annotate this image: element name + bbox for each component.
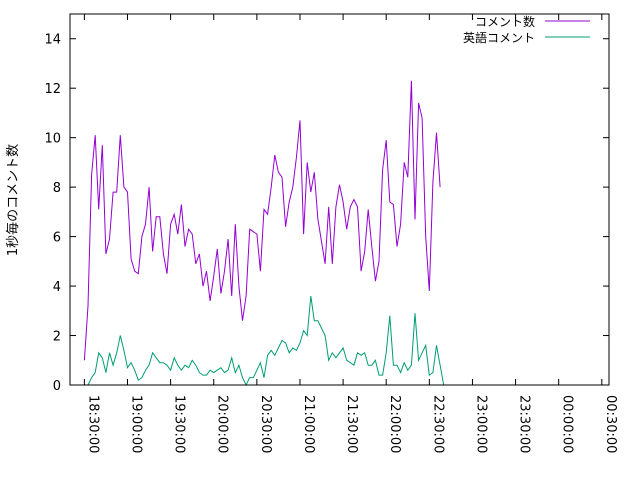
y-tick-label: 10 — [44, 132, 61, 147]
x-tick-label: 19:00:00 — [128, 395, 143, 453]
legend-label: 英語コメント — [463, 30, 535, 45]
y-tick-label: 0 — [53, 379, 61, 394]
x-tick-label: 00:00:00 — [560, 395, 575, 453]
x-tick-label: 00:30:00 — [603, 395, 618, 453]
x-tick-label: 20:00:00 — [215, 395, 230, 453]
y-axis-label: 1秒毎のコメント数 — [5, 144, 21, 256]
y-tick-label: 6 — [53, 231, 61, 246]
y-tick-label: 2 — [53, 330, 61, 345]
series-layer — [83, 80, 445, 387]
y-tick-label: 8 — [53, 181, 61, 196]
x-tick-label: 21:00:00 — [301, 395, 316, 453]
x-tick-label: 23:30:00 — [517, 395, 532, 453]
x-tick-label: 22:00:00 — [387, 395, 402, 453]
x-tick-label: 22:30:00 — [430, 395, 445, 453]
y-tick-label: 4 — [53, 280, 61, 295]
axis-layer: 0 2 4 6 8 10 12 14 18:30:00 19:00:00 19:30:00 20:00… — [44, 13, 618, 453]
x-tick-label: 19:30:00 — [172, 395, 187, 453]
plot-frame — [69, 13, 610, 386]
x-tick-label: 18:30:00 — [85, 395, 100, 453]
legend-label: コメント数 — [475, 14, 535, 29]
series-line-1 — [87, 295, 445, 387]
x-tick-label: 21:30:00 — [344, 395, 359, 453]
series-line-0 — [83, 80, 441, 361]
y-tick-label: 12 — [44, 82, 61, 97]
x-tick-label: 20:30:00 — [258, 395, 273, 453]
y-tick-label: 14 — [44, 33, 61, 48]
x-tick-label: 23:00:00 — [473, 395, 488, 453]
